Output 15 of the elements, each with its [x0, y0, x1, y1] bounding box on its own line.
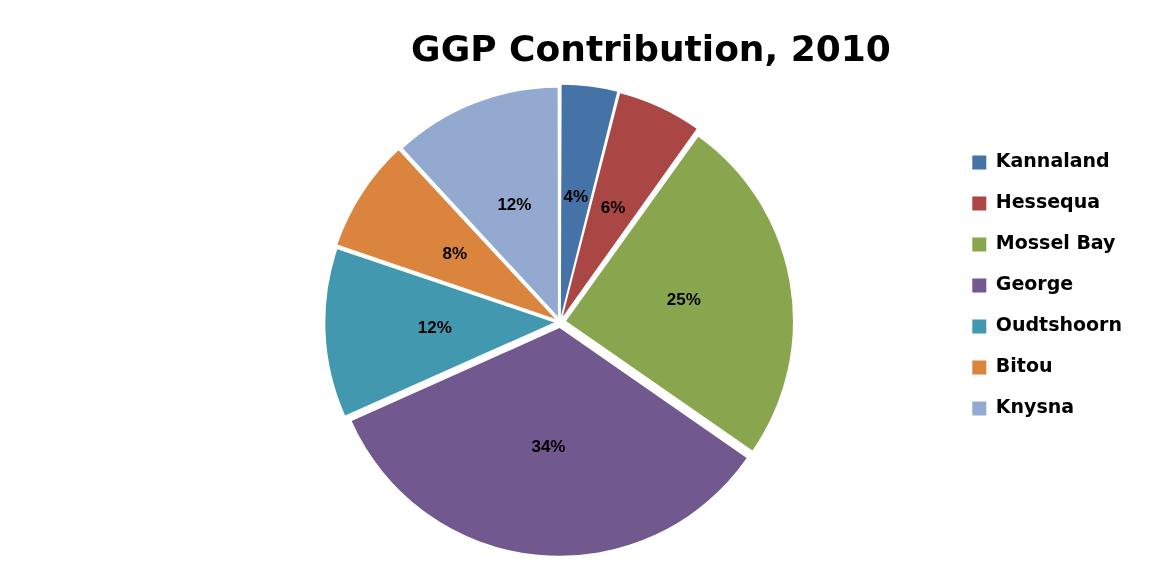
data-label: 34% [531, 436, 566, 456]
data-label: 12% [497, 194, 532, 214]
legend-label: Bitou [995, 354, 1053, 377]
legend-label: Kannaland [995, 149, 1110, 172]
legend-label: Mossel Bay [995, 231, 1117, 254]
data-label: 6% [600, 198, 626, 218]
data-label: 8% [442, 243, 468, 263]
data-label: 25% [666, 290, 701, 310]
legend-label: George [995, 272, 1074, 295]
legend-label: Oudtshoorn [995, 313, 1122, 336]
data-label: 12% [417, 317, 452, 337]
chart-title: GGP Contribution, 2010 [411, 27, 891, 69]
data-label: 4% [563, 187, 589, 207]
legend-label: Knysna [995, 395, 1075, 418]
legend-label: Hessequa [995, 190, 1101, 213]
